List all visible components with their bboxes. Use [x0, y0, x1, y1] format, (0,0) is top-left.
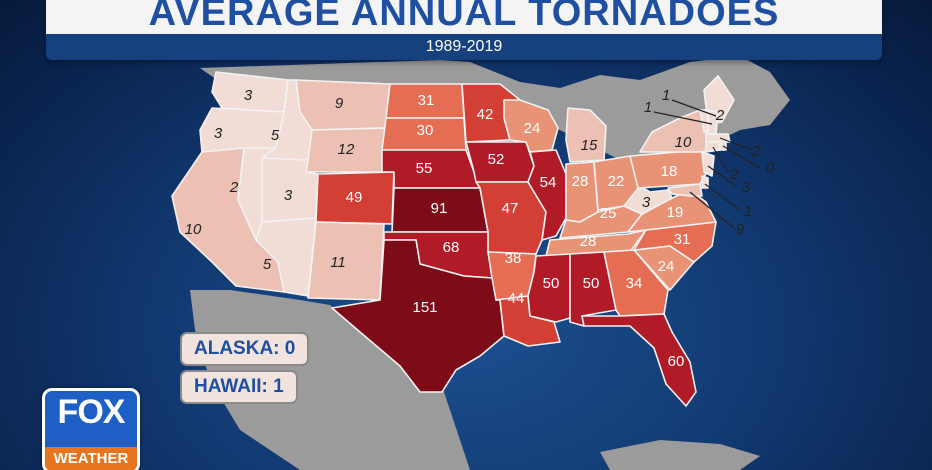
label-NE: 55 [416, 160, 433, 177]
map-subtitle: 1989-2019 [46, 34, 882, 60]
cuba-land [600, 440, 760, 470]
label-AZ: 5 [263, 256, 272, 273]
leader-MD [689, 191, 735, 229]
label-GA: 34 [626, 275, 643, 292]
alaska-inset-label: ALASKA: 0 [180, 332, 310, 366]
state-FL [581, 313, 697, 407]
label-LA: 44 [508, 290, 525, 307]
state-IL [527, 149, 567, 241]
state-VA [627, 189, 717, 233]
label-DE: 1 [744, 203, 752, 220]
label-CO: 49 [346, 189, 363, 206]
label-PA: 18 [661, 163, 678, 180]
label-VA: 19 [667, 204, 684, 221]
title-banner: AVERAGE ANNUAL TORNADOES 1989-2019 [46, 0, 882, 60]
map-title: AVERAGE ANNUAL TORNADOES [148, 0, 780, 34]
label-ME: 2 [715, 107, 725, 124]
label-SD: 30 [417, 122, 434, 139]
leader-NJ [707, 165, 737, 187]
state-TN [545, 229, 647, 257]
label-MT: 9 [335, 95, 344, 112]
label-MS: 50 [543, 275, 560, 292]
leader-NH [653, 111, 713, 125]
label-MI: 15 [581, 137, 598, 154]
leader-CT [712, 146, 729, 173]
label-ND: 31 [418, 92, 435, 109]
state-TX [331, 239, 505, 393]
label-AR: 38 [505, 250, 522, 267]
label-FL: 60 [668, 353, 685, 370]
leader-VT [671, 99, 717, 117]
label-CA: 10 [185, 221, 202, 238]
label-MN: 42 [477, 106, 494, 123]
label-NH: 1 [644, 99, 652, 116]
label-OH: 22 [608, 173, 625, 190]
label-NC: 31 [674, 231, 691, 248]
label-OR: 3 [214, 125, 223, 142]
label-WV: 3 [642, 194, 651, 211]
label-TX: 151 [412, 299, 437, 316]
label-VT: 1 [662, 87, 670, 104]
label-NV: 2 [229, 179, 239, 196]
state-IN [565, 161, 599, 223]
state-MD [667, 183, 703, 197]
leader-DE [704, 183, 741, 211]
leader-MA [719, 137, 753, 151]
label-NM: 11 [330, 254, 346, 271]
leader-RI [722, 145, 761, 169]
label-KS: 91 [431, 200, 448, 217]
label-IN: 28 [572, 173, 589, 190]
hawaii-inset-label: HAWAII: 1 [180, 370, 298, 404]
label-WI: 24 [524, 120, 541, 137]
label-SC: 24 [658, 258, 675, 275]
label-RI: 0 [766, 159, 775, 176]
label-KY: 25 [600, 205, 617, 222]
label-WY: 12 [338, 141, 355, 158]
label-NY: 10 [675, 134, 692, 151]
label-WA: 3 [244, 87, 253, 104]
state-WY [305, 127, 387, 173]
label-MA: 2 [751, 143, 761, 160]
fox-weather-logo: FOX WEATHER [42, 388, 140, 470]
label-MO: 47 [502, 200, 519, 217]
label-IA: 52 [488, 151, 505, 168]
label-MD: 9 [736, 221, 745, 238]
label-OK: 68 [443, 239, 460, 256]
label-NJ: 3 [742, 179, 751, 196]
state-NJ [701, 151, 715, 177]
label-CT: 2 [729, 166, 739, 183]
state-NM [307, 221, 385, 301]
label-AL: 50 [583, 275, 600, 292]
label-TN: 28 [580, 233, 597, 250]
label-IL: 54 [540, 174, 557, 191]
label-UT: 3 [284, 187, 293, 204]
label-ID: 5 [271, 127, 280, 144]
